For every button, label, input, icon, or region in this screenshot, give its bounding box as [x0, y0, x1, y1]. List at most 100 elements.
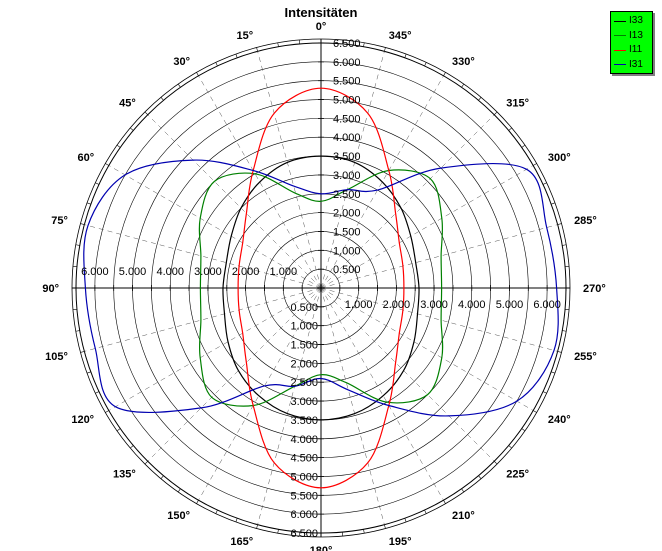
- angle-label: 330°: [452, 56, 475, 68]
- angle-tick: [461, 83, 465, 88]
- angle-label: 195°: [389, 536, 412, 548]
- horizontal-tick-label: 5.000: [496, 299, 524, 311]
- radial-tick-label: 5.000: [290, 471, 318, 483]
- grid-spoke: [320, 75, 444, 289]
- angle-tick: [86, 371, 91, 374]
- radial-tick-label: 3.500: [290, 415, 318, 427]
- angle-tick: [177, 83, 181, 88]
- horizontal-tick-label: 6.000: [81, 266, 109, 278]
- grid-spoke: [320, 287, 558, 352]
- grid-spoke: [108, 287, 322, 411]
- angle-tick: [557, 351, 562, 353]
- radial-tick-label: 1.500: [290, 340, 318, 352]
- angle-tick: [160, 475, 164, 479]
- radial-tick-label: 2.000: [290, 358, 318, 370]
- angle-tick: [384, 524, 386, 529]
- legend-item: I13: [611, 29, 652, 44]
- radial-tick-label: 5.500: [333, 76, 361, 88]
- angle-label: 345°: [389, 30, 412, 42]
- grid-spoke: [320, 165, 534, 289]
- radial-tick-label: 5.000: [333, 95, 361, 107]
- radial-tick-label: 5.500: [290, 490, 318, 502]
- grid-spoke: [198, 75, 322, 289]
- radial-tick-label: 6.000: [290, 509, 318, 521]
- angle-tick: [160, 97, 164, 101]
- grid-spoke: [257, 287, 322, 525]
- series-line-i33: [222, 155, 420, 421]
- angle-tick: [521, 428, 526, 432]
- angle-label: 120°: [71, 414, 94, 426]
- polar-axes: [72, 39, 570, 537]
- series-line-i11: [237, 87, 405, 489]
- legend-swatch: [614, 49, 626, 51]
- angle-tick: [521, 144, 526, 148]
- angle-tick: [478, 475, 482, 479]
- angle-tick: [363, 42, 365, 47]
- radial-tick-label: 3.000: [333, 170, 361, 182]
- angle-label: 180°: [310, 545, 333, 551]
- angle-tick: [508, 127, 512, 131]
- radial-tick-label: 1.000: [290, 321, 318, 333]
- angle-tick: [75, 244, 80, 246]
- angle-tick: [277, 529, 279, 534]
- radial-tick-label: 3.000: [290, 396, 318, 408]
- angle-label: 75°: [51, 215, 68, 227]
- grid-spoke: [108, 165, 322, 289]
- angle-label: 300°: [548, 152, 571, 164]
- grid-spoke: [257, 51, 322, 289]
- angle-tick: [235, 518, 238, 523]
- angle-label: 135°: [113, 468, 136, 480]
- grid-spoke: [84, 224, 322, 289]
- angle-tick: [404, 53, 407, 58]
- angle-label: 60°: [77, 152, 94, 164]
- grid-spoke: [147, 114, 322, 289]
- radial-tick-label: 6.500: [290, 528, 318, 540]
- angle-tick: [215, 509, 218, 514]
- grid-spoke: [320, 287, 495, 462]
- angle-tick: [533, 410, 537, 413]
- angle-label: 315°: [506, 98, 529, 110]
- angle-label: 285°: [574, 215, 597, 227]
- legend-item: I11: [611, 43, 652, 58]
- horizontal-tick-label: 2.000: [232, 266, 260, 278]
- radial-tick-label: 1.000: [333, 245, 361, 257]
- angle-tick: [424, 62, 427, 67]
- horizontal-tick-label: 2.000: [383, 299, 411, 311]
- angle-label: 90°: [42, 283, 59, 295]
- angle-tick: [363, 529, 365, 534]
- radial-tick-label: 3.500: [333, 151, 361, 163]
- legend-item: I33: [611, 14, 652, 29]
- angle-tick: [562, 330, 567, 332]
- angle-tick: [95, 391, 100, 394]
- angle-tick: [461, 488, 465, 493]
- angle-tick: [542, 182, 547, 185]
- angle-label: 270°: [583, 283, 606, 295]
- angle-label: 165°: [230, 536, 253, 548]
- angle-tick: [130, 127, 134, 131]
- angle-tick: [256, 47, 258, 52]
- angle-tick: [130, 445, 134, 449]
- series-group: [83, 87, 559, 489]
- angle-tick: [424, 509, 427, 514]
- angle-label: 255°: [574, 351, 597, 363]
- angle-tick: [551, 202, 556, 205]
- radial-tick-label: 2.500: [290, 377, 318, 389]
- radial-tick-label: 4.500: [290, 453, 318, 465]
- horizontal-tick-label: 3.000: [420, 299, 448, 311]
- radial-tick-label: 0.500: [290, 302, 318, 314]
- chart-title: Intensitäten: [284, 5, 358, 20]
- legend-swatch: [614, 35, 626, 37]
- angle-tick: [144, 461, 148, 465]
- radial-tick-label: 0.500: [333, 264, 361, 276]
- angle-tick: [533, 163, 537, 166]
- angle-label: 0°: [316, 21, 327, 33]
- angle-tick: [478, 97, 482, 101]
- angle-tick: [551, 371, 556, 374]
- radial-tick-label: 4.500: [333, 113, 361, 125]
- grid-spoke: [320, 287, 444, 501]
- angle-tick: [80, 351, 85, 353]
- angle-tick: [277, 42, 279, 47]
- angle-tick: [215, 62, 218, 67]
- angle-tick: [95, 182, 100, 185]
